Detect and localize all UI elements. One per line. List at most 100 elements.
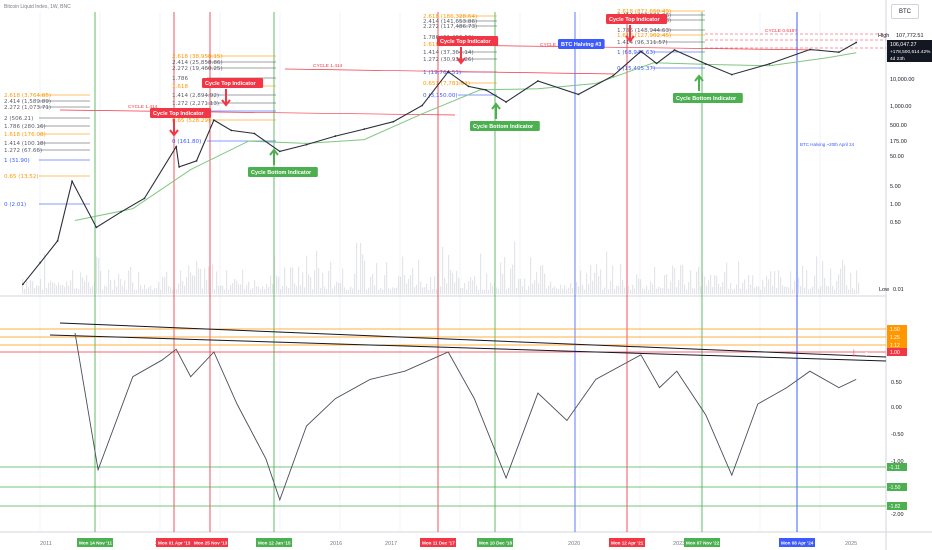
volume-bar xyxy=(508,287,510,294)
volume-bar xyxy=(612,265,614,294)
volume-bar xyxy=(366,289,368,294)
volume-bar xyxy=(62,285,64,294)
volume-bar xyxy=(306,255,308,294)
volume-bar xyxy=(436,289,438,294)
volume-bar xyxy=(688,282,690,294)
volume-bar xyxy=(346,289,348,294)
volume-bar xyxy=(174,287,176,294)
volume-bar xyxy=(638,278,640,294)
volume-bar xyxy=(610,281,612,294)
volume-bar xyxy=(338,282,340,294)
volume-bar xyxy=(558,289,560,294)
volume-bar xyxy=(200,268,202,294)
volume-bar xyxy=(660,287,662,294)
volume-bar xyxy=(502,273,504,294)
price-point xyxy=(195,159,198,162)
volume-bar xyxy=(542,265,544,294)
volume-bar xyxy=(470,277,472,294)
fib-label: 0 (161.80) xyxy=(172,139,201,145)
year-label: 2016 xyxy=(330,541,342,547)
volume-bar xyxy=(764,286,766,294)
event-date-badge xyxy=(420,538,456,547)
volume-bar xyxy=(796,288,798,294)
high-label: High xyxy=(878,33,889,39)
volume-bar xyxy=(604,287,606,294)
volume-bar xyxy=(792,289,794,294)
volume-bar xyxy=(124,280,126,294)
volume-bar xyxy=(712,286,714,294)
volume-bar xyxy=(808,289,810,294)
price-point xyxy=(175,145,178,148)
volume-bar xyxy=(222,285,224,294)
volume-bar xyxy=(36,285,38,294)
volume-bar xyxy=(202,288,204,294)
volume-bar xyxy=(634,288,636,294)
volume-bar xyxy=(144,284,146,294)
fib-label: 2.272 (19,460.25) xyxy=(172,66,223,72)
volume-bar xyxy=(78,289,80,294)
volume-bar xyxy=(396,287,398,294)
volume-bar xyxy=(302,272,304,294)
volume-bar xyxy=(358,289,360,294)
cycle-top-indicator-text: Cycle Top Indicator xyxy=(153,111,204,117)
volume-bar xyxy=(442,246,444,294)
volume-bar xyxy=(696,271,698,294)
volume-bar xyxy=(188,265,190,294)
volume-bar xyxy=(556,288,558,294)
volume-bar xyxy=(466,289,468,294)
price-point xyxy=(253,132,256,135)
volume-bar xyxy=(84,281,86,294)
volume-bar xyxy=(154,287,156,294)
volume-bar xyxy=(410,275,412,294)
volume-bar xyxy=(464,283,466,294)
volume-bar xyxy=(674,267,676,294)
volume-bar xyxy=(290,267,292,294)
volume-bar xyxy=(500,262,502,294)
volume-bar xyxy=(32,281,34,294)
fib-label: 0 (2.01) xyxy=(4,202,26,208)
volume-bar xyxy=(434,276,436,294)
volume-bar xyxy=(858,282,860,294)
volume-bar xyxy=(758,286,760,294)
volume-bar xyxy=(494,283,496,294)
volume-bar xyxy=(504,257,506,294)
osc-tick-label: 0.00 xyxy=(891,405,902,411)
fib-label: 2.414 (141,653.86) xyxy=(423,19,477,25)
volume-bar xyxy=(838,274,840,294)
volume-bar xyxy=(74,288,76,294)
volume-bar xyxy=(362,254,364,294)
volume-bar xyxy=(426,283,428,294)
volume-bar xyxy=(336,281,338,294)
volume-bar xyxy=(272,284,274,294)
volume-bar xyxy=(484,289,486,294)
osc-level-value-green: -1.50 xyxy=(889,485,901,491)
down-arrow-icon xyxy=(221,89,231,107)
price-tick-label: 500.00 xyxy=(890,123,907,129)
volume-bar xyxy=(76,288,78,294)
volume-bar xyxy=(594,272,596,294)
fib-label: 1 (31.90) xyxy=(4,158,30,164)
volume-bar xyxy=(566,289,568,294)
volume-bar xyxy=(444,278,446,294)
volume-bar xyxy=(518,278,520,294)
fib-label: 1 (68,944.63) xyxy=(617,50,655,56)
volume-bar xyxy=(480,253,482,294)
volume-bar xyxy=(232,283,234,294)
fib-label: 1.786 (280.16) xyxy=(4,124,46,130)
volume-bar xyxy=(628,285,630,294)
symbol-tag[interactable]: BTC xyxy=(891,4,919,19)
volume-bar xyxy=(30,280,32,294)
volume-bar xyxy=(692,288,694,294)
osc-tick-label: -1.00 xyxy=(891,459,904,465)
volume-bar xyxy=(40,279,42,294)
volume-bar xyxy=(802,265,804,294)
price-point xyxy=(730,73,733,76)
price-point xyxy=(855,41,858,44)
volume-bar xyxy=(550,281,552,294)
volume-bar xyxy=(170,287,172,294)
volume-bar xyxy=(578,286,580,294)
price-tick-label: 1.00 xyxy=(890,202,901,208)
volume-bar xyxy=(176,289,178,294)
volume-bar xyxy=(548,285,550,294)
volume-bar xyxy=(570,283,572,294)
